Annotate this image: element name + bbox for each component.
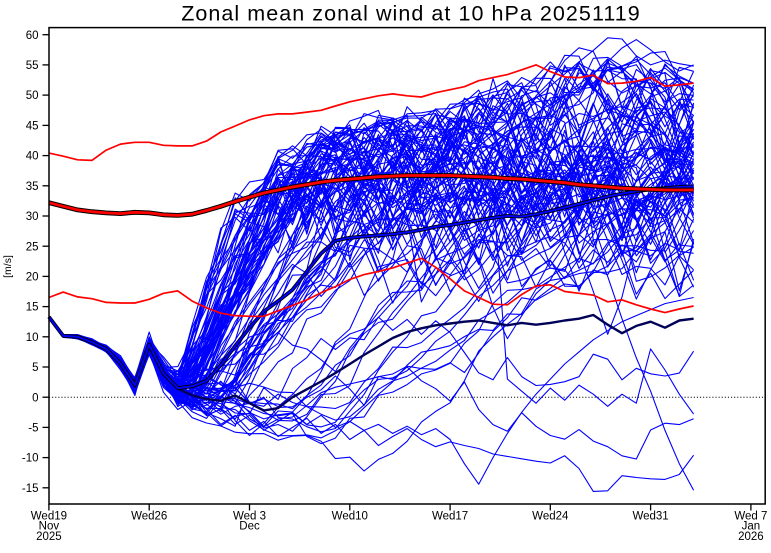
- svg-text:Jan: Jan: [742, 521, 761, 533]
- svg-text:-15: -15: [22, 483, 39, 495]
- svg-text:0: 0: [32, 392, 38, 404]
- svg-text:40: 40: [26, 151, 39, 163]
- svg-text:Wed17: Wed17: [432, 511, 468, 523]
- svg-text:Dec: Dec: [239, 521, 260, 533]
- svg-text:Wed19: Wed19: [31, 511, 67, 523]
- svg-text:-10: -10: [22, 453, 39, 465]
- svg-text:2025: 2025: [36, 531, 62, 543]
- svg-text:10: 10: [26, 332, 39, 344]
- svg-text:50: 50: [26, 90, 39, 102]
- svg-text:2026: 2026: [738, 531, 764, 543]
- svg-text:15: 15: [26, 302, 39, 314]
- svg-text:[m/s]: [m/s]: [2, 255, 14, 278]
- svg-text:Wed24: Wed24: [532, 511, 569, 523]
- svg-text:25: 25: [26, 241, 39, 253]
- svg-text:35: 35: [26, 181, 39, 193]
- svg-text:45: 45: [26, 121, 39, 133]
- svg-text:55: 55: [26, 60, 39, 72]
- svg-text:Nov: Nov: [39, 521, 60, 533]
- svg-text:5: 5: [32, 362, 38, 374]
- svg-text:-5: -5: [28, 423, 38, 435]
- svg-text:Zonal mean zonal wind at 10 hP: Zonal mean zonal wind at 10 hPa 20251119: [181, 2, 641, 26]
- svg-text:Wed 7: Wed 7: [734, 511, 767, 523]
- svg-text:Wed31: Wed31: [632, 511, 668, 523]
- svg-text:30: 30: [26, 211, 39, 223]
- svg-text:Wed 3: Wed 3: [233, 511, 266, 523]
- svg-text:20: 20: [26, 272, 39, 284]
- svg-text:Wed26: Wed26: [131, 511, 167, 523]
- svg-text:Wed10: Wed10: [332, 511, 368, 523]
- svg-text:60: 60: [26, 30, 39, 42]
